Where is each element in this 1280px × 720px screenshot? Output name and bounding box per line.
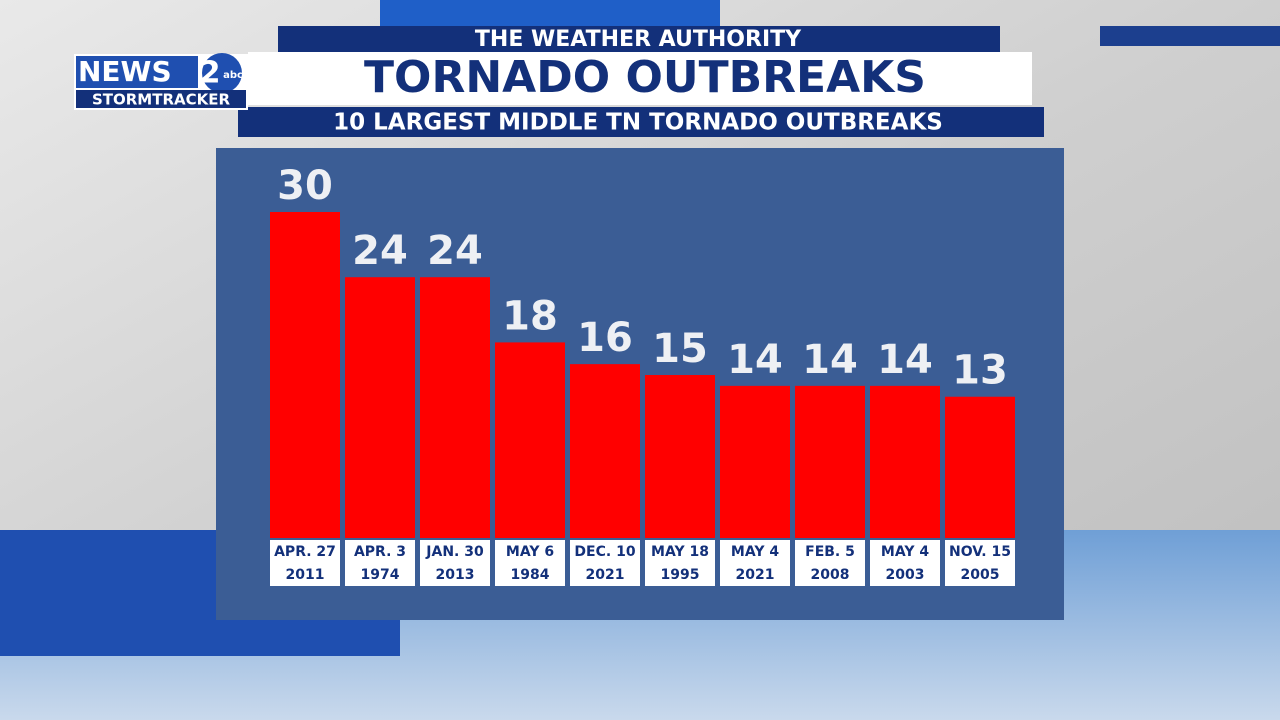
value-label: 30 xyxy=(277,163,333,209)
bar xyxy=(495,342,565,538)
x-tick-label: 2021 xyxy=(586,567,625,583)
value-label: 18 xyxy=(502,293,558,339)
kicker-bar xyxy=(278,26,1000,52)
x-tick-label: APR. 3 xyxy=(354,544,406,560)
x-tick-label: 2021 xyxy=(736,567,775,583)
x-tick-label: NOV. 15 xyxy=(949,544,1011,560)
category-box xyxy=(645,540,715,586)
logo-network: abc xyxy=(223,70,243,81)
logo-subbrand: STORMTRACKER xyxy=(92,91,231,109)
x-tick-label: 2005 xyxy=(961,567,1000,583)
x-tick-label: MAY 6 xyxy=(506,544,554,560)
chart-title: TORNADO OUTBREAKS xyxy=(364,52,926,103)
x-tick-label: 1974 xyxy=(361,567,400,583)
x-tick-label: 1984 xyxy=(511,567,550,583)
x-tick-label: DEC. 10 xyxy=(574,544,635,560)
x-tick-label: 2011 xyxy=(286,567,325,583)
value-label: 24 xyxy=(427,228,483,274)
category-box xyxy=(495,540,565,586)
decor xyxy=(380,0,720,26)
value-label: 13 xyxy=(952,348,1008,394)
bar xyxy=(945,396,1015,538)
x-tick-label: 2013 xyxy=(436,567,475,583)
x-tick-label: MAY 18 xyxy=(651,544,709,560)
category-box xyxy=(345,540,415,586)
kicker: THE WEATHER AUTHORITY xyxy=(475,27,802,52)
bar xyxy=(420,277,490,538)
subtitle-bar xyxy=(238,107,1044,137)
category-box xyxy=(570,540,640,586)
x-tick-label: MAY 4 xyxy=(881,544,929,560)
category-box xyxy=(870,540,940,586)
x-tick-label: 1995 xyxy=(661,567,700,583)
logo-brand: NEWS xyxy=(78,55,172,88)
value-label: 14 xyxy=(727,337,783,383)
x-tick-label: MAY 4 xyxy=(731,544,779,560)
bar xyxy=(645,375,715,538)
value-label: 14 xyxy=(802,337,858,383)
value-label: 14 xyxy=(877,337,933,383)
logo-channel: 2 xyxy=(200,56,221,91)
bar xyxy=(270,212,340,538)
category-box xyxy=(720,540,790,586)
decor xyxy=(1100,26,1280,46)
title-bar xyxy=(248,52,1032,105)
category-box xyxy=(420,540,490,586)
x-tick-label: JAN. 30 xyxy=(425,544,484,560)
logo-circle xyxy=(202,53,242,93)
subtitle: 10 LARGEST MIDDLE TN TORNADO OUTBREAKS xyxy=(333,110,943,136)
bar xyxy=(720,385,790,538)
value-label: 15 xyxy=(652,326,708,372)
category-box xyxy=(270,540,340,586)
logo-top xyxy=(76,56,198,88)
bar xyxy=(870,385,940,538)
bar xyxy=(795,385,865,538)
category-box xyxy=(795,540,865,586)
x-tick-label: 2003 xyxy=(886,567,925,583)
logo-bottom xyxy=(76,90,246,108)
value-label: 16 xyxy=(577,315,633,361)
bar xyxy=(570,364,640,538)
x-tick-label: FEB. 5 xyxy=(805,544,855,560)
x-tick-label: APR. 27 xyxy=(274,544,336,560)
value-label: 24 xyxy=(352,228,408,274)
x-tick-label: 2008 xyxy=(811,567,850,583)
category-box xyxy=(945,540,1015,586)
bar xyxy=(345,277,415,538)
